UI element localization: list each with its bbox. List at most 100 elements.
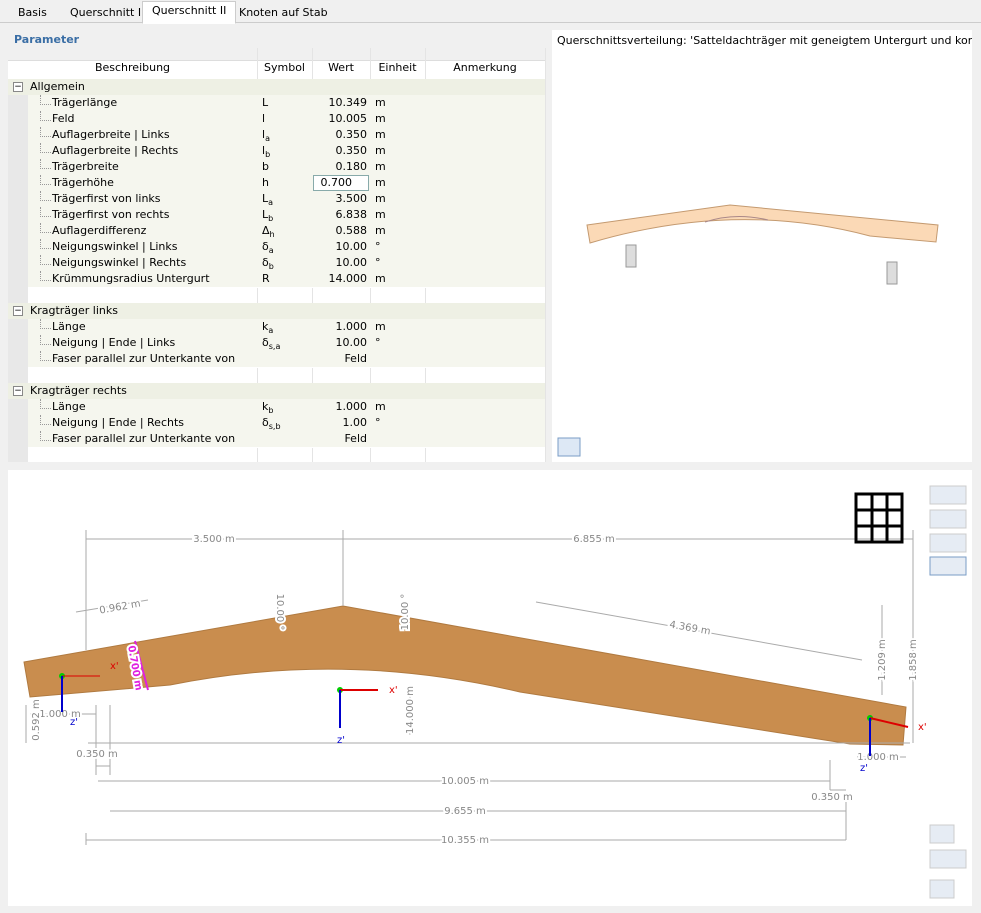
value: 1.000 xyxy=(335,320,368,333)
column-header: Wert xyxy=(328,61,354,74)
value: 1.000 xyxy=(335,400,368,413)
dimension-label: 1.000 m xyxy=(39,709,81,720)
view-cube[interactable] xyxy=(854,492,904,544)
dimension-lines xyxy=(25,530,914,845)
unit: m xyxy=(375,96,386,109)
tab-bar: Basis Querschnitt I Querschnitt II Knoten a… xyxy=(0,0,981,24)
dimension-label: 10.005 m xyxy=(441,776,489,787)
expand-toggle[interactable]: − xyxy=(13,82,23,92)
tree-line xyxy=(40,143,51,153)
tool-button[interactable] xyxy=(929,509,967,529)
tab[interactable]: Basis xyxy=(18,6,47,19)
dimension-label: 0.962 m xyxy=(99,598,142,616)
parameter-label: Länge xyxy=(52,400,86,413)
symbol: Δh xyxy=(262,224,275,240)
symbol: La xyxy=(262,192,274,208)
column-header: Einheit xyxy=(378,61,417,74)
parameter-label: Auflagerbreite | Rechts xyxy=(52,144,179,157)
symbol-subscript: b xyxy=(268,406,274,416)
parameter-label: Neigung | Ende | Rechts xyxy=(52,416,185,429)
value: 6.838 xyxy=(335,208,368,221)
tab[interactable]: Querschnitt II xyxy=(142,1,237,24)
value: 3.500 xyxy=(335,192,368,205)
tab[interactable]: Knoten auf Stab xyxy=(239,6,328,19)
parameter-label: Faser parallel zur Unterkante von xyxy=(52,352,236,365)
symbol: δa xyxy=(262,240,274,256)
row-band xyxy=(28,319,545,336)
parameter-label: Feld xyxy=(52,112,75,125)
column-header: Symbol xyxy=(264,61,305,74)
tool-button[interactable] xyxy=(929,485,967,505)
symbol: Lb xyxy=(262,208,274,224)
group-row xyxy=(8,383,545,399)
dimension-label: 0.350 m xyxy=(76,749,118,760)
symbol: δb xyxy=(262,256,274,272)
symbol-subscript: a xyxy=(268,198,274,208)
row-band xyxy=(28,111,545,128)
tab[interactable]: Querschnitt I xyxy=(70,6,142,19)
parameter-label: Trägerfirst von links xyxy=(52,192,161,205)
symbol: lb xyxy=(262,144,271,160)
symbol: b xyxy=(262,160,269,173)
value: 0.180 xyxy=(335,160,368,173)
axis-label: z' xyxy=(337,735,345,746)
symbol-subscript: b xyxy=(268,214,274,224)
tree-line xyxy=(40,319,51,329)
beam xyxy=(23,605,907,746)
panel-title: Parameter xyxy=(14,33,80,46)
tool-button[interactable] xyxy=(929,556,967,576)
column-header: Beschreibung xyxy=(94,61,171,74)
drawing-panel: 3.500 m 6.855 m 0.962 m 10.00 ° 10.00 ° 4.369… xyxy=(8,470,972,906)
tree-gutter xyxy=(8,94,28,462)
group-name: Kragträger rechts xyxy=(30,384,127,397)
unit: m xyxy=(375,400,386,413)
unit: m xyxy=(375,160,386,173)
dimension-label: 10.00 ° xyxy=(400,594,411,631)
row-band xyxy=(28,271,545,288)
symbol-subscript: a xyxy=(265,134,270,144)
tree-line xyxy=(40,335,51,345)
tool-button[interactable] xyxy=(929,824,955,844)
parameter-label: Auflagerbreite | Links xyxy=(52,128,170,141)
symbol: δs,b xyxy=(262,416,281,432)
unit: ° xyxy=(375,256,381,269)
parameter-label: Neigungswinkel | Links xyxy=(52,240,178,253)
symbol-subscript: a xyxy=(268,246,274,256)
tree-line xyxy=(40,175,51,185)
dimension-label: 14.000 m xyxy=(405,686,416,734)
print-button[interactable] xyxy=(929,849,967,869)
tree-line xyxy=(40,127,51,137)
tree-line xyxy=(40,223,51,233)
unit: ° xyxy=(375,336,381,349)
symbol-subscript: a xyxy=(268,326,274,336)
group-row xyxy=(8,79,545,95)
symbol-subscript: s,b xyxy=(268,422,281,432)
dimension-label: 10.355 m xyxy=(441,835,489,846)
tree-line xyxy=(40,415,51,425)
parameter-label: Faser parallel zur Unterkante von xyxy=(52,432,236,445)
parameter-label: Trägerlänge xyxy=(52,96,118,109)
symbol-subscript: h xyxy=(269,230,275,240)
icon-button[interactable] xyxy=(557,437,581,457)
unit: m xyxy=(375,144,386,157)
symbol: δs,a xyxy=(262,336,281,352)
value: Feld xyxy=(344,432,367,445)
dimension-label: 6.855 m xyxy=(573,534,615,545)
unit: m xyxy=(375,192,386,205)
expand-toggle[interactable]: − xyxy=(13,306,23,316)
symbol: R xyxy=(262,272,270,285)
expand-toggle[interactable]: − xyxy=(13,386,23,396)
tree-line xyxy=(40,399,51,409)
symbol-subscript: b xyxy=(268,262,274,272)
zoom-button[interactable] xyxy=(929,879,955,899)
value-input[interactable]: 0.700 xyxy=(313,175,369,191)
support xyxy=(886,261,898,285)
axis-label: x' xyxy=(110,661,119,672)
parameter-label: Auflagerdifferenz xyxy=(52,224,147,237)
value: 0.350 xyxy=(335,128,368,141)
tree-line xyxy=(40,255,51,265)
tool-button[interactable] xyxy=(929,533,967,553)
tree-line xyxy=(40,191,51,201)
tree-line xyxy=(40,111,51,121)
